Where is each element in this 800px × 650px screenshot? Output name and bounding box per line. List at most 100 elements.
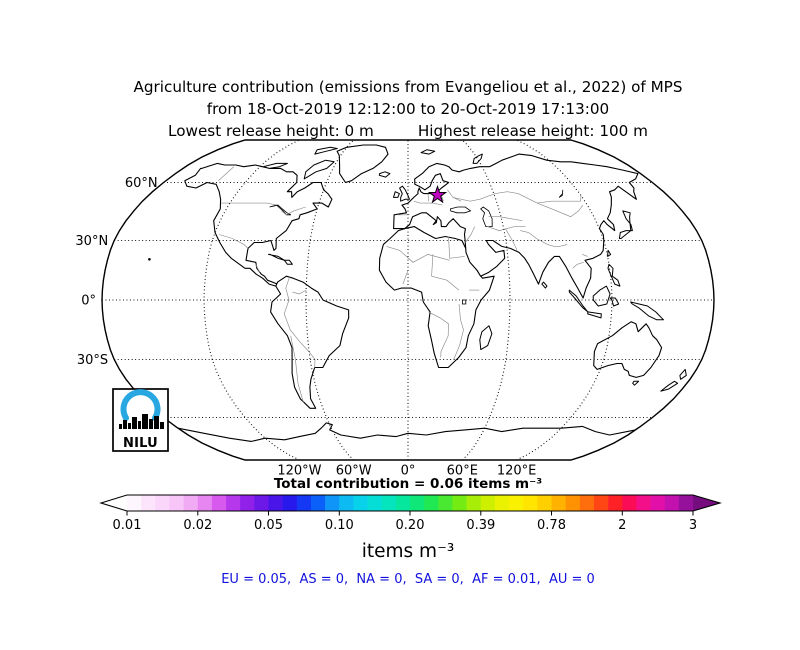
nilu-logo-arc-icon	[120, 389, 161, 421]
lowest-release-height-label: Lowest release height: 0 m	[168, 122, 374, 140]
colorbar-segment	[127, 495, 142, 511]
colorbar-segment	[282, 495, 298, 511]
island	[393, 191, 400, 198]
colorbar-segment	[509, 495, 524, 511]
colorbar-tick-label: 0.20	[395, 518, 425, 533]
colorbar-segment	[608, 495, 623, 511]
lake-outline	[269, 204, 292, 216]
lon-tick-label: 0°	[401, 464, 416, 479]
lat-tick-label: 30°S	[77, 353, 108, 368]
landmass	[270, 275, 350, 409]
country-border-line	[219, 234, 249, 249]
lake-outline	[480, 206, 493, 227]
island	[314, 146, 338, 155]
island	[660, 380, 679, 392]
island	[472, 153, 483, 164]
graticule-meridian	[461, 139, 511, 461]
regional-contributions-label: EU = 0.05, AS = 0, NA = 0, SA = 0, AF = …	[221, 572, 595, 587]
colorbar-segment	[480, 495, 496, 511]
island	[479, 325, 493, 351]
total-contribution-label: Total contribution = 0.06 items m⁻³	[273, 476, 543, 492]
island	[420, 149, 436, 155]
colorbar-tick-label: 3	[688, 518, 698, 533]
colorbar-segment	[268, 495, 283, 511]
country-border-line	[220, 202, 277, 206]
graticule-meridian	[305, 139, 355, 461]
colorbar-tick-label: 0.02	[183, 518, 213, 533]
colorbar-segment	[141, 495, 156, 511]
island	[378, 171, 391, 178]
island	[607, 249, 612, 257]
colorbar-segment	[650, 495, 665, 511]
release-site-star-marker	[427, 184, 448, 204]
country-border-line	[290, 335, 304, 403]
landmass	[393, 153, 639, 299]
colorbar-segment	[353, 495, 368, 511]
island	[262, 162, 288, 169]
lon-tick-label: 60°E	[447, 464, 478, 479]
landmass	[378, 226, 495, 369]
nilu-logo-skyline-icon	[119, 414, 164, 429]
island	[609, 297, 620, 307]
island	[568, 289, 589, 313]
colorbar-tick-label: 2	[618, 518, 627, 533]
country-border-line	[448, 236, 465, 259]
colorbar-segment	[678, 495, 694, 511]
colorbar-segment	[367, 495, 382, 511]
island	[283, 259, 293, 265]
colorbar-segment	[494, 495, 510, 511]
colorbar-segment	[211, 495, 227, 511]
country-border-line	[572, 261, 584, 269]
colorbar-tick-label: 0.78	[537, 518, 566, 533]
landmass	[184, 162, 333, 287]
colorbar-segment	[254, 495, 269, 511]
island	[399, 185, 410, 202]
colorbar-segment	[339, 495, 354, 511]
release-height-line: Lowest release height: 0 m Highest releas…	[8, 120, 800, 142]
island	[592, 285, 611, 307]
island	[587, 311, 602, 319]
colorbar-segment	[579, 495, 595, 511]
colorbar-segment	[551, 495, 566, 511]
country-border-line	[428, 311, 449, 358]
landmass	[336, 144, 389, 184]
colorbar-segment	[565, 495, 581, 511]
map-border	[101, 139, 715, 461]
colorbar-segment	[410, 495, 425, 511]
highest-release-height-label: Highest release height: 100 m	[417, 122, 648, 140]
colorbar-segment	[226, 495, 241, 511]
colorbar-tick-label: 0.39	[466, 518, 496, 533]
colorbar-segment	[169, 495, 184, 511]
island	[541, 281, 548, 289]
colorbar-segment	[438, 495, 453, 511]
island	[618, 210, 633, 239]
colorbar-segment	[155, 495, 170, 511]
country-border-line	[520, 230, 568, 247]
title-line-2: from 18-Oct-2019 12:12:00 to 20-Oct-2019…	[206, 100, 610, 118]
nilu-logo-text: NILU	[123, 436, 158, 451]
colorbar-segment	[452, 495, 467, 511]
colorbar-segment	[395, 495, 411, 511]
country-border-line	[283, 276, 316, 368]
island	[630, 301, 664, 321]
country-border-line	[402, 270, 409, 285]
country-border-line	[465, 226, 475, 243]
lon-tick-label: 60°W	[336, 464, 372, 479]
island	[632, 380, 640, 386]
lat-tick-label: 60°N	[125, 176, 158, 191]
title-line-1: Agriculture contribution (emissions from…	[133, 78, 683, 96]
colorbar-segment	[466, 495, 482, 511]
landmass	[593, 321, 663, 378]
country-border-line	[431, 254, 434, 277]
colorbar-segment	[310, 495, 326, 511]
colorbar-tick-label: 0.10	[324, 518, 354, 533]
country-border-line	[386, 246, 450, 263]
colorbar-segment	[325, 495, 340, 511]
lake-outline	[558, 189, 564, 198]
lat-tick-label: 0°	[81, 294, 96, 309]
island	[607, 263, 621, 287]
country-border-line	[292, 289, 307, 295]
colorbar-segment	[636, 495, 651, 511]
